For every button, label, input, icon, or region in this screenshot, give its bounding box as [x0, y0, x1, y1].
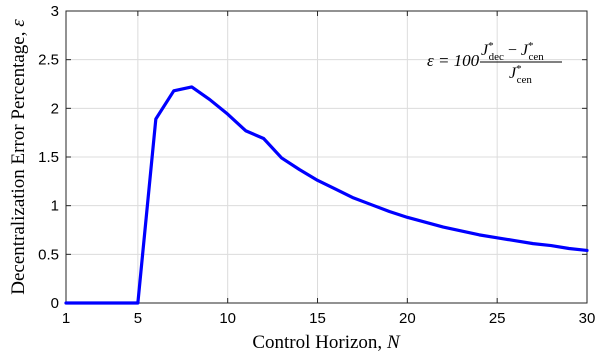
y-axis-label-text: Decentralization Error Percentage, — [8, 27, 29, 295]
formula-den: J — [509, 65, 517, 82]
y-tick-label: 2.5 — [38, 52, 59, 69]
formula-den-sub: cen — [517, 74, 533, 86]
x-tick-label: 1 — [62, 310, 70, 327]
formula-num-a-sup: * — [488, 40, 494, 52]
x-tick-label: 10 — [219, 310, 236, 327]
x-tick-label: 20 — [399, 310, 416, 327]
y-tick-label: 2 — [51, 100, 59, 117]
x-tick-label: 25 — [489, 310, 506, 327]
y-tick-label: 0.5 — [38, 246, 59, 263]
y-axis-label: Decentralization Error Percentage, ε — [8, 19, 29, 295]
x-tick-labels: 1 5 10 15 20 25 30 — [62, 310, 596, 327]
y-tick-label: 3 — [51, 3, 59, 20]
formula-den-sup: * — [516, 63, 522, 75]
series-line — [64, 85, 589, 305]
formula-num-b-sup: * — [528, 40, 534, 52]
x-axis-symbol: N — [386, 332, 401, 353]
y-tick-label: 0 — [51, 295, 59, 312]
x-axis-label-text: Control Horizon, — [252, 332, 387, 353]
formula-num-b-sub: cen — [529, 51, 545, 63]
formula-annotation: ε = 100 J* dec − J* cen J* cen — [427, 40, 562, 86]
x-tick-label: 15 — [309, 310, 326, 327]
formula-minus: − — [504, 42, 521, 59]
x-tick-label: 5 — [134, 310, 142, 327]
formula-lhs: ε = 100 — [427, 51, 480, 70]
y-axis-symbol: ε — [8, 19, 29, 27]
y-tick-labels: 0 0.5 1 1.5 2 2.5 3 — [38, 3, 59, 312]
formula-numerator: J* dec − J* cen — [481, 40, 544, 63]
x-axis-label: Control Horizon, N — [252, 332, 401, 353]
formula-num-a: J — [481, 42, 489, 59]
x-tick-label: 30 — [579, 310, 596, 327]
y-tick-label: 1 — [51, 198, 59, 215]
formula-denominator: J* cen — [509, 63, 532, 86]
formula-num-b: J — [521, 42, 529, 59]
formula-num-a-sub: dec — [489, 51, 504, 63]
y-tick-label: 1.5 — [38, 149, 59, 166]
